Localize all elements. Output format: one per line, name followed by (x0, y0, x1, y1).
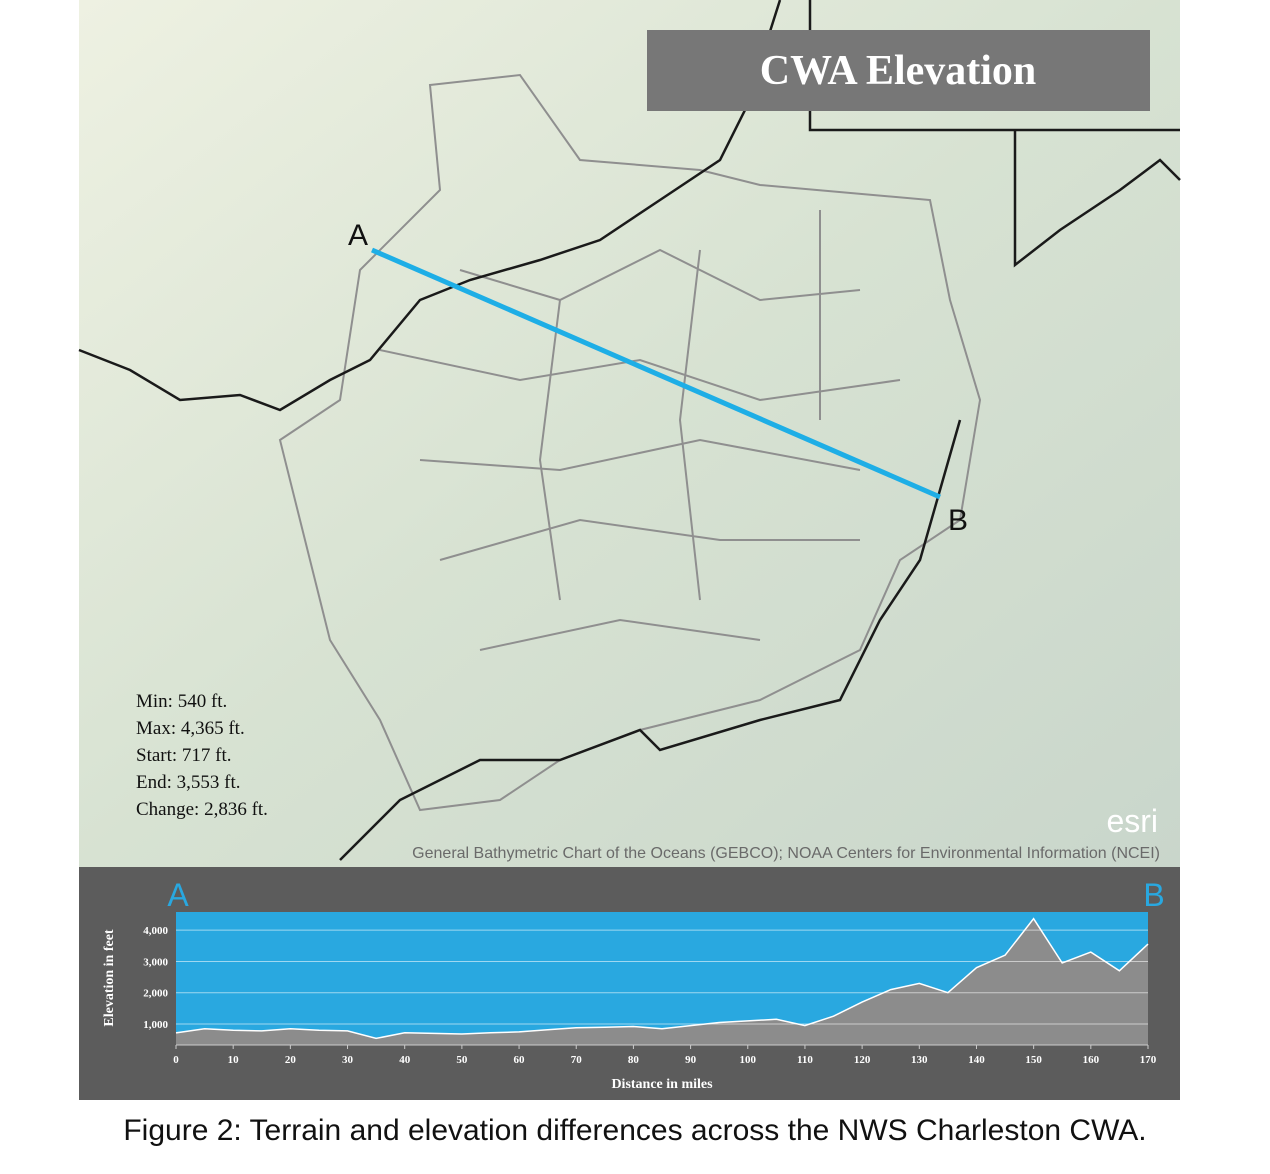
stats: Min: 540 ft. Max: 4,365 ft. Start: 717 f… (136, 691, 268, 820)
point-label: B (948, 504, 968, 537)
y-tick-label: 4,000 (143, 925, 168, 937)
x-tick-label: 80 (628, 1054, 640, 1066)
x-tick-label: 100 (740, 1054, 757, 1066)
x-tick-label: 150 (1025, 1054, 1042, 1066)
state-borders (78, 0, 1181, 861)
y-axis-label: Elevation in feet (102, 929, 117, 1027)
x-tick-label: 0 (173, 1054, 179, 1066)
end-label: B (1143, 877, 1164, 913)
x-tick-label: 140 (968, 1054, 985, 1066)
x-tick-label: 40 (399, 1054, 411, 1066)
stat: Min: 540 ft. (136, 691, 227, 712)
elevation-area (176, 918, 1148, 1045)
x-tick-label: 130 (911, 1054, 928, 1066)
y-tick-label: 3,000 (143, 956, 168, 968)
elevation-line (175, 917, 1149, 1040)
x-tick-label: 20 (285, 1054, 297, 1066)
y-tick-label: 2,000 (143, 988, 168, 1000)
x-tick-label: 10 (228, 1054, 240, 1066)
point-label: A (348, 219, 368, 252)
map-background (79, 0, 1180, 867)
y-tick-label: 1,000 (143, 1019, 168, 1031)
x-tick-label: 120 (854, 1054, 871, 1066)
map-title: CWA Elevation (760, 48, 1037, 94)
x-tick-label: 170 (1140, 1054, 1157, 1066)
x-tick-label: 50 (456, 1054, 468, 1066)
title-box (647, 30, 1150, 111)
elevation-profile: 1,000 2,000 3,000 4,000 0 10 20 30 40 50 60 70 80 90 1… (102, 877, 1165, 1092)
stat: Start: 717 ft. (136, 745, 232, 766)
logo: esri (1106, 803, 1158, 839)
x-tick-label: 90 (685, 1054, 697, 1066)
x-tick-label: 30 (342, 1054, 354, 1066)
x-tick-label: 160 (1083, 1054, 1100, 1066)
x-axis-label: Distance in miles (611, 1077, 713, 1092)
profile-line (371, 247, 941, 500)
caption: Figure 2: Terrain and elevation differen… (123, 1114, 1146, 1147)
stat: Max: 4,365 ft. (136, 718, 245, 739)
start-label: A (167, 877, 189, 913)
attribution: General Bathymetric Chart of the Oceans … (412, 845, 1160, 862)
county-lines (278, 73, 982, 812)
x-tick-label: 70 (571, 1054, 583, 1066)
stat: End: 3,553 ft. (136, 772, 241, 793)
stat: Change: 2,836 ft. (136, 799, 268, 820)
x-tick-label: 110 (797, 1054, 813, 1066)
x-tick-label: 60 (514, 1054, 526, 1066)
